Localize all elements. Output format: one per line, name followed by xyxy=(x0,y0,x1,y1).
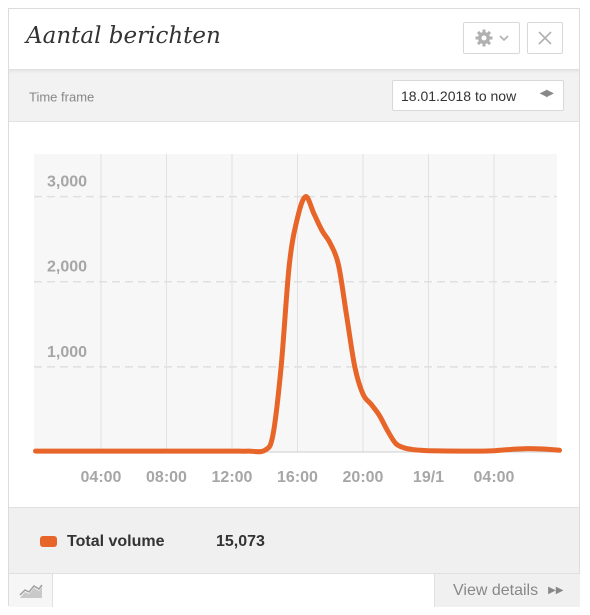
view-details-label: View details xyxy=(453,581,539,599)
double-chevron-right-icon: ▶▶ xyxy=(548,585,564,596)
chart-type-toggle[interactable] xyxy=(9,574,53,607)
y-tick-label: 3,000 xyxy=(47,174,87,191)
y-tick-label: 1,000 xyxy=(47,344,87,361)
series-line-total-volume xyxy=(33,194,562,455)
volume-line-chart: 1,000 2,000 3,000 04:00 08:00 12:00 16:00 20:0… xyxy=(33,154,562,486)
x-tick-label: 12:00 xyxy=(212,469,253,486)
x-tick-label: 04:00 xyxy=(474,469,515,486)
widget-header: Aantal berichten xyxy=(9,9,579,69)
arrows-horizontal-icon: ◀▶ xyxy=(539,88,554,99)
legend-series-total: 15,073 xyxy=(216,533,265,550)
time-frame-toolbar: Time frame 18.01.2018 to now ◀▶ xyxy=(9,69,579,122)
x-tick-label: 16:00 xyxy=(277,469,318,486)
time-frame-select[interactable]: 18.01.2018 to now ◀▶ xyxy=(392,80,564,111)
x-tick-label: 19/1 xyxy=(413,469,444,486)
legend-swatch xyxy=(40,536,57,547)
legend-bar: Total volume 15,073 xyxy=(9,507,579,573)
close-icon xyxy=(538,31,552,45)
widget-title: Aantal berichten xyxy=(26,23,221,49)
x-tick-label: 20:00 xyxy=(343,469,384,486)
widget-footer: View details ▶▶ xyxy=(9,573,580,607)
gear-icon xyxy=(475,29,492,47)
message-count-widget: Aantal berichten xyxy=(8,8,580,607)
view-details-link[interactable]: View details ▶▶ xyxy=(434,574,580,607)
y-tick-label: 2,000 xyxy=(47,259,87,276)
chevron-down-icon xyxy=(498,35,509,42)
settings-button[interactable] xyxy=(463,22,520,54)
plot-background xyxy=(34,154,557,452)
time-frame-label: Time frame xyxy=(29,89,95,105)
time-frame-value: 18.01.2018 to now xyxy=(401,87,517,104)
legend-series-name: Total volume xyxy=(67,533,165,550)
x-tick-label: 08:00 xyxy=(146,469,187,486)
area-chart-icon xyxy=(18,584,43,598)
close-button[interactable] xyxy=(527,22,563,54)
chart-area: 1,000 2,000 3,000 04:00 08:00 12:00 16:00 20:0… xyxy=(9,122,579,507)
x-tick-label: 04:00 xyxy=(81,469,122,486)
